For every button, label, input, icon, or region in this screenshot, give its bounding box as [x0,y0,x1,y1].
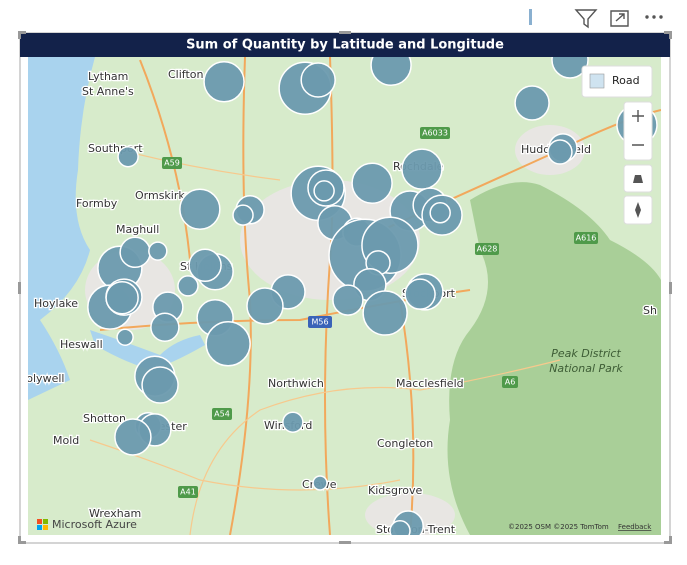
place-label: Northwich [268,377,324,390]
chart-title: Sum of Quantity by Latitude and Longitud… [186,38,504,53]
bubble[interactable] [370,45,412,87]
road-shields: A6033 A59 A628 A616 M56 A54 A41 A6 [162,127,598,498]
peak-district [447,182,661,535]
park-label: Peak District [551,347,621,360]
bubble[interactable] [203,61,245,103]
bubble[interactable] [114,418,152,456]
bubble[interactable] [105,280,139,315]
place-label: Mold [53,434,79,447]
bubble[interactable] [362,290,408,336]
bubble[interactable] [351,162,393,205]
place-label: Holywell [18,372,64,385]
bubble[interactable] [404,278,436,310]
road-label: A6033 [422,129,448,138]
bubble[interactable] [551,42,589,79]
bubble[interactable] [312,475,328,491]
road-label: A6 [505,378,516,387]
road-label: A54 [214,410,230,419]
ms-logo [37,519,48,530]
bubble[interactable] [148,241,168,261]
bubble[interactable] [389,520,411,541]
road-label: A59 [164,159,180,168]
title-bar [20,33,670,57]
compass-control[interactable] [623,195,653,225]
tilt-control[interactable] [623,164,653,193]
sea [28,57,95,400]
place-label: Macclesfield [396,377,464,390]
road-label: A616 [576,234,597,243]
bubble[interactable] [177,275,199,297]
bubble[interactable] [282,411,304,433]
place-label: Formby [76,197,118,210]
place-label: Shotton [83,412,126,425]
resize-handles[interactable] [18,31,672,544]
bubble[interactable] [141,366,179,404]
bubble[interactable] [205,320,251,367]
bubble[interactable] [117,145,139,168]
bubble[interactable] [300,62,336,98]
feedback-link[interactable]: Feedback [618,523,652,531]
bubble[interactable] [514,85,550,121]
place-label: Sh [643,304,657,317]
bubble[interactable] [119,236,151,269]
place-label: Lytham [88,70,128,83]
bubble-layer [87,42,658,541]
bubble[interactable] [246,287,284,325]
bubble[interactable] [332,284,364,316]
brand: Microsoft Azure [52,518,137,531]
road-label: A628 [477,245,498,254]
place-label: Maghull [116,223,159,236]
place-label: Heswall [60,338,103,351]
place-label: Kidsgrove [368,484,422,497]
bubble[interactable] [429,202,451,224]
place-label: Ormskirk [135,189,185,202]
bubble[interactable] [313,180,335,202]
filter-icon[interactable] [574,9,598,29]
bubble[interactable] [401,148,443,190]
bubble[interactable] [179,188,221,230]
bubble[interactable] [150,312,180,342]
place-label: St Anne's [82,85,134,98]
place-label: Wrexham [89,507,141,520]
style-label[interactable]: Road [612,74,640,87]
more-options[interactable] [645,15,663,19]
style-picker[interactable]: Road [581,65,653,98]
place-label: Congleton [377,437,433,450]
bubble[interactable] [232,204,254,226]
park-label: National Park [549,362,623,375]
zoom-controls[interactable] [623,101,653,161]
road-label: A41 [180,488,196,497]
info-icon[interactable] [529,9,532,25]
road-label: M56 [311,318,328,327]
bubble[interactable] [116,328,134,346]
bubble[interactable] [188,248,222,283]
attribution: ©2025 OSM ©2025 TomTom [508,523,609,531]
visual-header-icons[interactable] [529,9,663,29]
bubble[interactable] [547,139,573,165]
focus-icon[interactable] [610,10,629,27]
place-label: Clifton [168,68,204,81]
place-label: Hoylake [34,297,78,310]
map-canvas[interactable]: Lytham St Anne's Clifton Southport Formb… [18,42,661,541]
